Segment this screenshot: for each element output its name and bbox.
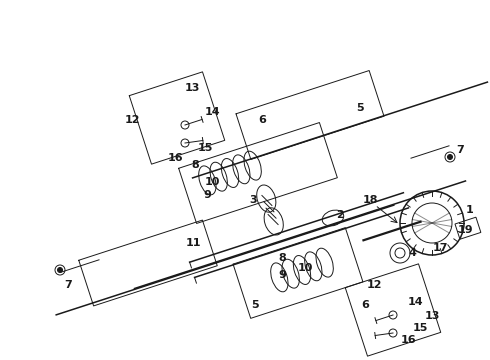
Text: 16: 16	[167, 153, 183, 163]
Text: 15: 15	[412, 323, 428, 333]
Text: 7: 7	[64, 280, 72, 290]
Text: 4: 4	[408, 248, 416, 258]
Text: 5: 5	[356, 103, 364, 113]
Text: 8: 8	[191, 160, 199, 170]
Text: 12: 12	[124, 115, 140, 125]
Text: 13: 13	[184, 83, 200, 93]
Text: 16: 16	[400, 335, 416, 345]
Text: 10: 10	[204, 177, 220, 187]
Text: 17: 17	[432, 243, 448, 253]
Text: 6: 6	[258, 115, 266, 125]
Text: 2: 2	[336, 210, 344, 220]
Text: 18: 18	[362, 195, 378, 205]
Circle shape	[57, 267, 63, 273]
Circle shape	[447, 154, 452, 159]
Bar	[455, 217, 481, 239]
Text: 3: 3	[249, 195, 257, 205]
Text: 11: 11	[185, 238, 201, 248]
Text: 12: 12	[366, 280, 382, 290]
Text: 19: 19	[457, 225, 473, 235]
Text: 6: 6	[361, 300, 369, 310]
Text: 10: 10	[297, 263, 313, 273]
Text: 9: 9	[203, 190, 211, 200]
Text: 15: 15	[197, 143, 213, 153]
Text: 8: 8	[278, 253, 286, 263]
Text: 5: 5	[251, 300, 259, 310]
Text: 7: 7	[456, 145, 464, 155]
Text: 9: 9	[278, 270, 286, 280]
Text: 14: 14	[204, 107, 220, 117]
Text: 14: 14	[407, 297, 423, 307]
Text: 1: 1	[466, 205, 474, 215]
Text: 13: 13	[424, 311, 440, 321]
